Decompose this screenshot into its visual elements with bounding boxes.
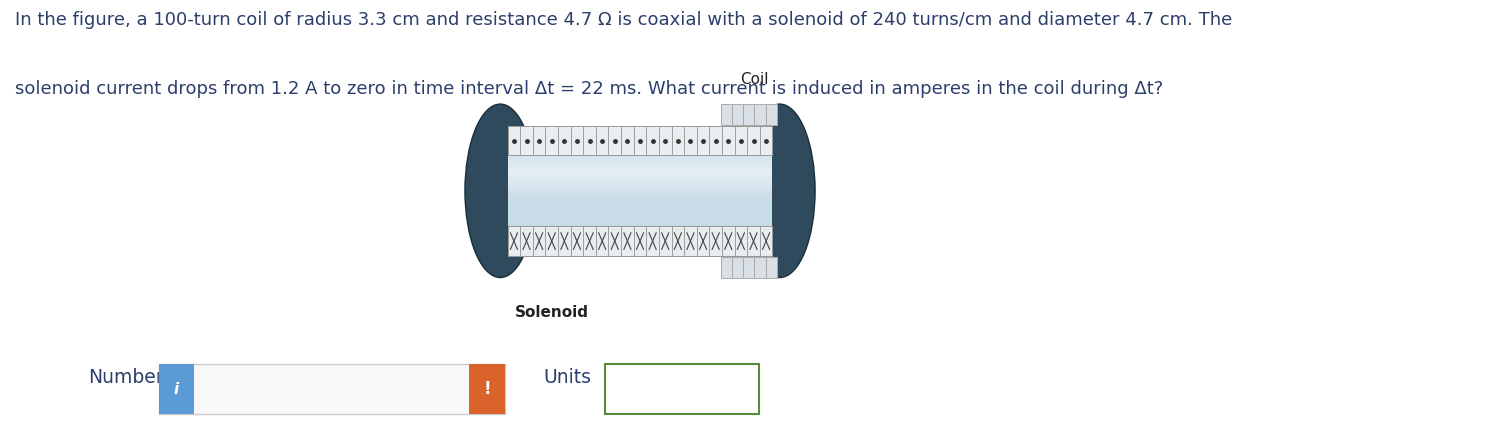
Bar [508, 198, 773, 200]
Bar [608, 226, 621, 256]
Bar [508, 160, 773, 162]
Bar [621, 226, 633, 256]
Bar [508, 208, 773, 210]
Bar [608, 126, 621, 155]
Bar [646, 226, 658, 256]
Bar [508, 224, 773, 226]
Bar [508, 126, 773, 155]
Bar [672, 126, 684, 155]
Bar [559, 226, 571, 256]
Bar [508, 217, 773, 219]
Bar [743, 257, 755, 278]
Text: i: i [174, 381, 180, 397]
Bar [765, 257, 777, 278]
Bar [508, 162, 773, 165]
Bar [545, 226, 559, 256]
Bar [508, 215, 773, 217]
FancyBboxPatch shape [605, 364, 759, 414]
Bar [508, 226, 520, 256]
Ellipse shape [744, 104, 816, 278]
Bar [508, 181, 773, 184]
Bar [508, 205, 773, 208]
Bar [571, 126, 584, 155]
Bar [672, 226, 684, 256]
Bar [584, 226, 596, 256]
Bar [545, 126, 559, 155]
Bar [596, 226, 608, 256]
Bar [508, 191, 773, 193]
Bar [722, 126, 734, 155]
Text: Solenoid: Solenoid [516, 305, 588, 320]
Bar [596, 126, 608, 155]
Bar [658, 226, 672, 256]
Bar [709, 226, 722, 256]
Bar [508, 188, 773, 191]
FancyBboxPatch shape [159, 364, 505, 414]
Bar [633, 126, 646, 155]
Bar [508, 179, 773, 181]
Bar [508, 195, 773, 198]
Bar [658, 126, 672, 155]
Bar [621, 126, 633, 155]
Bar [508, 184, 773, 186]
Bar [722, 226, 734, 256]
Text: Coil: Coil [740, 72, 768, 87]
Bar [508, 210, 773, 212]
Bar [508, 158, 773, 160]
Text: In the figure, a 100-turn coil of radius 3.3 cm and resistance 4.7 Ω is coaxial : In the figure, a 100-turn coil of radius… [15, 11, 1232, 29]
Bar [755, 104, 765, 125]
Bar [765, 104, 777, 125]
Bar [584, 126, 596, 155]
Bar [721, 257, 733, 278]
Bar [470, 364, 505, 414]
Text: solenoid current drops from 1.2 A to zero in time interval Δt = 22 ms. What curr: solenoid current drops from 1.2 A to zer… [15, 80, 1164, 98]
Bar [697, 226, 709, 256]
Bar [646, 126, 658, 155]
Bar [709, 126, 722, 155]
Bar [508, 212, 773, 215]
Bar [508, 167, 773, 170]
Bar [508, 219, 773, 222]
Bar [508, 203, 773, 205]
Bar [508, 222, 773, 224]
Bar [508, 200, 773, 203]
Bar [721, 104, 733, 125]
Bar [159, 364, 195, 414]
Bar [508, 165, 773, 167]
Text: !: ! [483, 380, 490, 398]
Bar [733, 104, 743, 125]
Bar [520, 126, 533, 155]
Bar [533, 226, 545, 256]
Bar [533, 126, 545, 155]
Bar [508, 174, 773, 177]
Bar [508, 170, 773, 172]
Bar [571, 226, 584, 256]
Bar [734, 226, 747, 256]
Bar [755, 257, 765, 278]
Bar [733, 257, 743, 278]
Bar [747, 226, 759, 256]
Bar [697, 126, 709, 155]
Bar [520, 226, 533, 256]
Bar [508, 177, 773, 179]
Bar [734, 126, 747, 155]
Bar [508, 155, 773, 158]
Bar [743, 104, 755, 125]
Bar [508, 193, 773, 195]
Bar [508, 186, 773, 188]
Text: Number: Number [88, 368, 163, 387]
Bar [684, 226, 697, 256]
Ellipse shape [465, 104, 535, 278]
Bar [759, 126, 773, 155]
Bar [633, 226, 646, 256]
Bar [508, 172, 773, 174]
Text: Units: Units [542, 368, 591, 387]
Bar [559, 126, 571, 155]
Bar [508, 226, 773, 256]
Bar [759, 226, 773, 256]
Bar [684, 126, 697, 155]
Bar [747, 126, 759, 155]
Bar [508, 126, 520, 155]
